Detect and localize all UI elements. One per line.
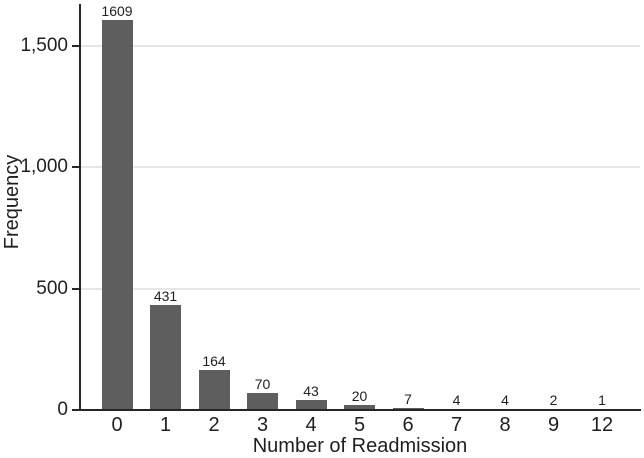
bar xyxy=(295,399,327,410)
bar xyxy=(198,370,230,410)
x-tick-label: 6 xyxy=(402,414,414,436)
bar xyxy=(344,405,375,410)
x-tick-label: 9 xyxy=(547,414,560,436)
gridline xyxy=(80,287,640,290)
bar-value-label: 70 xyxy=(254,376,271,393)
y-axis-line xyxy=(79,4,81,411)
gridline xyxy=(80,45,640,48)
bar xyxy=(247,393,278,410)
y-tick-label: 500 xyxy=(36,277,68,299)
bar xyxy=(150,305,181,410)
x-tick-label: 2 xyxy=(208,414,220,436)
bar-value-label: 4 xyxy=(452,392,461,408)
y-tick-label: 0 xyxy=(57,399,68,420)
bar-value-label: 1609 xyxy=(101,2,133,19)
x-tick-label: 0 xyxy=(111,414,123,436)
bar-value-label: 4 xyxy=(501,392,509,408)
bar-value-label: 7 xyxy=(404,391,412,408)
bar-value-label: 431 xyxy=(153,288,178,305)
y-tick-mark xyxy=(72,166,80,169)
x-tick-label: 5 xyxy=(353,414,366,436)
y-axis-title: Frequency xyxy=(1,154,23,250)
bar xyxy=(101,19,133,410)
gridline xyxy=(80,166,640,169)
x-tick-label: 1 xyxy=(159,414,172,436)
y-tick-label: 1,000 xyxy=(20,156,68,178)
x-tick-label: 8 xyxy=(499,414,511,436)
bar-value-label: 1 xyxy=(598,392,606,408)
y-tick-label: 1,500 xyxy=(20,35,68,57)
x-tick-label: 12 xyxy=(590,414,614,436)
bar-value-label: 164 xyxy=(202,353,226,370)
y-tick-mark xyxy=(72,45,80,48)
x-axis-title: Number of Readmission xyxy=(252,435,468,457)
bar-value-label: 20 xyxy=(351,388,368,405)
y-tick-mark xyxy=(72,409,80,411)
y-tick-mark xyxy=(72,287,80,290)
x-tick-label: 7 xyxy=(450,414,463,436)
bar-value-label: 2 xyxy=(549,392,558,408)
bar-value-label: 43 xyxy=(303,382,319,399)
x-tick-label: 3 xyxy=(256,414,269,436)
x-tick-label: 4 xyxy=(305,414,317,436)
x-axis-line xyxy=(79,409,641,411)
